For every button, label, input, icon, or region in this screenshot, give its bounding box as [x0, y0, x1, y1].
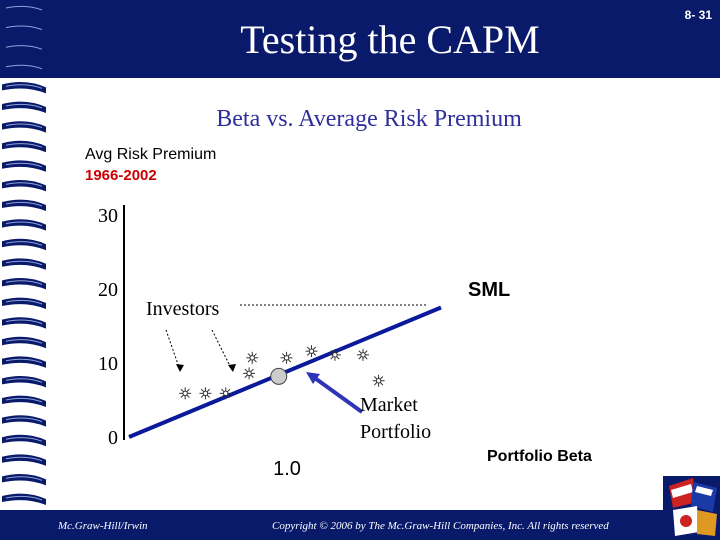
investors-arrowhead-left [176, 364, 184, 372]
data-point [219, 387, 232, 400]
sml-label: SML [468, 279, 510, 301]
slide-header [0, 0, 720, 78]
spiral-binding [2, 3, 46, 525]
data-point [179, 387, 192, 400]
slide-footer [0, 510, 720, 540]
data-point [328, 348, 341, 361]
footer-publisher: Mc.Graw-Hill/Irwin [58, 520, 148, 532]
data-point [243, 367, 256, 380]
y-axis-label: Avg Risk Premium [85, 146, 216, 163]
market-portfolio-point [270, 367, 288, 385]
data-point [246, 351, 259, 364]
footer-copyright: Copyright © 2006 by The Mc.Graw-Hill Com… [272, 520, 609, 532]
y-tick-label: 30 [98, 205, 118, 227]
flags-logo [663, 476, 720, 540]
investors-label: Investors [146, 298, 220, 320]
market-portfolio-arrow [310, 374, 364, 414]
x-axis-label: Portfolio Beta [487, 448, 592, 465]
slide-number: 8- 31 [684, 8, 712, 22]
market-portfolio-arrowhead [306, 372, 320, 384]
y-tick-label: 0 [108, 427, 118, 449]
data-point [372, 374, 385, 387]
data-point [305, 345, 318, 358]
data-point [280, 351, 293, 364]
investors-pointer-left [165, 329, 181, 371]
slide-title: Testing the CAPM [240, 17, 540, 62]
data-point [357, 348, 369, 361]
market-portfolio-label-line1: Market [360, 394, 418, 416]
chart-title: Beta vs. Average Risk Premium [216, 106, 522, 132]
data-point [199, 387, 212, 400]
investors-pointer-right [211, 329, 233, 371]
market-portfolio-label-line2: Portfolio [360, 421, 431, 443]
investors-arrowhead-right [228, 364, 236, 372]
x-tick-label: 1.0 [273, 458, 301, 480]
y-axis-sublabel: 1966-2002 [85, 167, 157, 184]
y-tick-label: 10 [98, 353, 118, 375]
y-tick-label: 20 [98, 279, 118, 301]
